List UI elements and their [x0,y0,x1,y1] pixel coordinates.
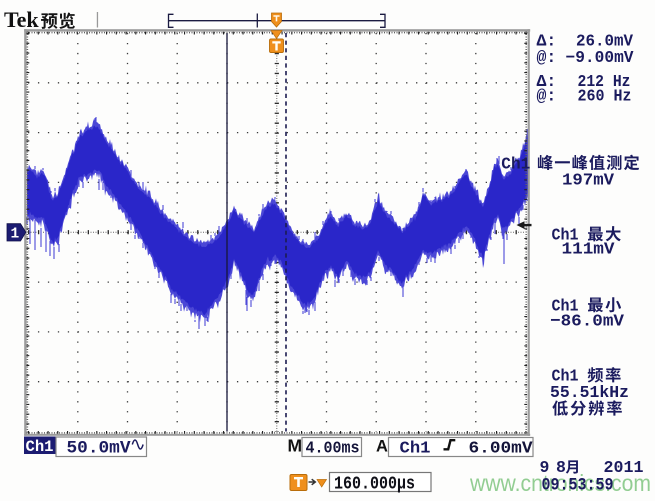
svg-text:@:: @: [537,48,557,67]
svg-text:−86.0mV: −86.0mV [550,312,625,331]
svg-text:Ch1: Ch1 [501,154,530,173]
svg-text:9: 9 [540,458,550,477]
svg-text:6.00mV: 6.00mV [469,439,534,458]
svg-text:Ch1: Ch1 [552,296,579,315]
svg-text:A: A [376,438,388,456]
svg-text:1: 1 [11,227,20,243]
svg-text:260 Hz: 260 Hz [578,86,632,105]
svg-text:M: M [288,436,303,456]
svg-text:Ch1: Ch1 [552,367,579,386]
svg-text:−9.00mV: −9.00mV [566,48,634,67]
svg-text:Δ:: Δ: [537,32,557,51]
svg-text:212 Hz: 212 Hz [578,72,631,91]
svg-text:26.0mV: 26.0mV [576,32,633,51]
svg-text:160.000µs: 160.000µs [334,474,415,494]
svg-text:Ch1: Ch1 [400,438,431,457]
svg-text:@:: @: [537,86,557,105]
svg-text:8: 8 [556,458,566,477]
svg-text:Ch1: Ch1 [552,226,579,245]
svg-text:197mV: 197mV [562,171,615,190]
svg-text:www.cntronics.com: www.cntronics.com [469,470,651,496]
svg-text:09:53:59: 09:53:59 [542,476,614,496]
svg-text:111mV: 111mV [562,241,616,260]
svg-text:2011: 2011 [604,458,644,477]
svg-text:Tek: Tek [4,7,39,32]
svg-text:55.51kHz: 55.51kHz [550,384,629,403]
svg-text:Ch1: Ch1 [26,438,54,456]
svg-text:50.0mV: 50.0mV [67,438,132,458]
svg-text:Δ:: Δ: [537,72,557,91]
svg-text:4.00ms: 4.00ms [306,439,360,458]
